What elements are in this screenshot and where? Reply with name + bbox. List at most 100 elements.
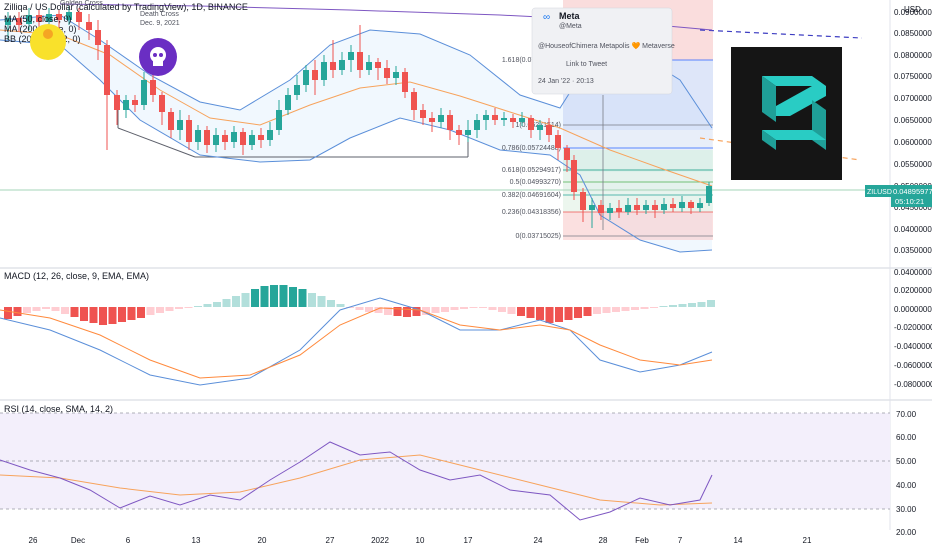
candle-body[interactable] [625,205,631,212]
candle-body[interactable] [26,15,32,24]
candle-body[interactable] [150,80,156,95]
trend-line[interactable] [117,127,196,158]
candle-body[interactable] [132,100,138,105]
time-axis-label: 21 [803,536,812,545]
candle-body[interactable] [285,95,291,110]
macd-bar [574,307,582,318]
currency-label[interactable]: USD [904,5,921,14]
candle-body[interactable] [16,18,22,25]
candle-body[interactable] [321,62,327,80]
candle-body[interactable] [95,30,101,45]
macd-bar [488,307,497,310]
macd-bar [517,307,525,316]
candle-body[interactable] [56,14,62,20]
candle-body[interactable] [492,115,498,120]
candle-body[interactable] [348,52,354,60]
candle-body[interactable] [465,130,471,135]
candle-body[interactable] [186,120,192,142]
candle-body[interactable] [375,62,381,68]
candle-body[interactable] [519,118,525,122]
candle-body[interactable] [330,62,336,70]
candle-body[interactable] [86,22,92,30]
candle-body[interactable] [114,95,120,110]
macd-bar [4,307,12,319]
candle-body[interactable] [76,12,82,22]
candle-body[interactable] [537,125,543,130]
candle-body[interactable] [294,85,300,95]
candle-body[interactable] [312,70,318,80]
candle-body[interactable] [474,120,480,130]
candle-body[interactable] [393,72,399,78]
candle-body[interactable] [429,118,435,122]
candle-body[interactable] [123,100,129,110]
candle-body[interactable] [564,148,570,160]
candle-body[interactable] [697,203,703,208]
candle-body[interactable] [528,118,534,130]
rsi-ma-line [0,454,713,506]
candle-body[interactable] [213,135,219,145]
candlesticks[interactable] [5,6,712,228]
macd-bar [374,307,383,313]
candle-body[interactable] [46,14,52,22]
time-axis-label: 2022 [371,536,389,545]
candle-body[interactable] [36,15,42,22]
candle-body[interactable] [240,132,246,145]
candle-body[interactable] [231,132,237,142]
candle-body[interactable] [420,110,426,118]
candle-body[interactable] [402,72,408,92]
candle-body[interactable] [276,110,282,130]
candle-body[interactable] [661,204,667,210]
candle-body[interactable] [589,205,595,210]
candle-body[interactable] [384,68,390,78]
candle-body[interactable] [555,135,561,148]
time-axis[interactable]: 26 Dec 6 13 20 27 2022 10 17 24 28 Feb 7 14 21 [29,536,812,545]
candle-body[interactable] [643,205,649,210]
candle-body[interactable] [411,92,417,110]
tweet-card[interactable]: ∞ Meta @Meta @HouseofChimera Metapolis 🧡… [531,7,675,95]
candle-body[interactable] [634,205,640,210]
candle-body[interactable] [177,120,183,130]
candle-body[interactable] [104,45,110,95]
candle-body[interactable] [571,160,577,192]
candle-body[interactable] [5,18,11,25]
candle-body[interactable] [670,204,676,208]
candle-body[interactable] [501,118,507,120]
candle-body[interactable] [303,70,309,85]
candle-body[interactable] [267,130,273,140]
candle-body[interactable] [679,202,685,208]
candle-body[interactable] [456,130,462,135]
candle-body[interactable] [706,186,712,203]
candle-body[interactable] [483,115,489,120]
candle-body[interactable] [366,62,372,70]
candle-body[interactable] [652,205,658,210]
candle-body[interactable] [66,12,72,20]
candle-body[interactable] [580,192,586,210]
time-axis-label: 27 [326,536,335,545]
candle-body[interactable] [258,135,264,140]
indicator-ma50[interactable]: MA (50, close, 0) [4,14,72,24]
candle-body[interactable] [688,202,694,208]
candle-body[interactable] [546,125,552,135]
rsi-axis[interactable]: 70.00 60.00 50.00 40.00 30.00 20.00 [896,410,917,537]
candle-body[interactable] [447,115,453,130]
candle-body[interactable] [159,95,165,112]
candle-body[interactable] [204,130,210,145]
candle-body[interactable] [141,80,147,105]
candle-body[interactable] [249,135,255,145]
candle-body[interactable] [510,118,516,122]
candle-body[interactable] [607,208,613,213]
candle-body[interactable] [616,208,622,212]
candle-body[interactable] [339,60,345,70]
candle-body[interactable] [438,115,444,122]
candle-body[interactable] [168,112,174,130]
macd-label[interactable]: MACD (12, 26, close, 9, EMA, EMA) [4,271,149,281]
candle-body[interactable] [357,52,363,70]
rsi-label[interactable]: RSI (14, close, SMA, 14, 2) [4,404,113,414]
candle-body[interactable] [222,135,228,142]
tweet-link[interactable]: Link to Tweet [566,61,607,68]
candle-body[interactable] [195,130,201,142]
candle-body[interactable] [598,205,604,213]
